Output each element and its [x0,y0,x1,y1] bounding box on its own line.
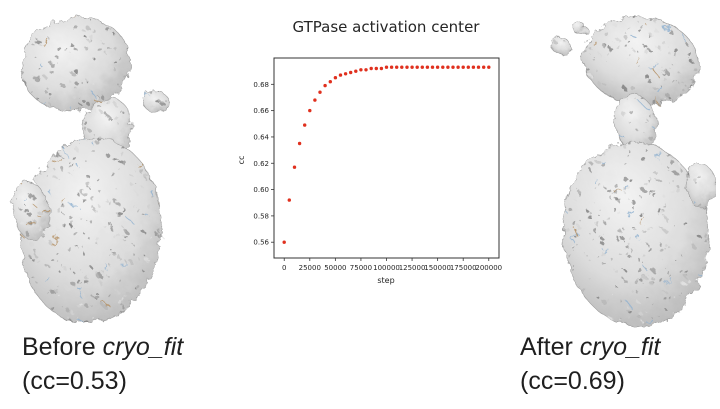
data-point [354,69,358,73]
density-map-before-image [8,7,171,331]
data-point [349,70,353,75]
x-tick-label: 200000 [475,264,502,272]
data-point [410,65,414,69]
data-point [430,65,435,69]
before-label-italic: cryo_fit [102,333,184,361]
data-point [446,65,450,69]
cc-chart: GTPase activation center 0 25000 50000 7500… [237,18,502,285]
density-map-before [5,6,177,336]
data-point [451,65,455,69]
y-tick-label: 0.64 [253,133,269,141]
data-point [487,65,491,69]
data-point [359,68,363,72]
data-point [287,198,291,202]
data-point [364,68,368,72]
after-label: After [520,333,580,361]
density-surface-before [8,7,171,331]
after-label-italic: cryo_fit [579,333,661,361]
density-map-after-image [547,9,717,333]
y-axis-label: cc [237,156,246,165]
chart-title: GTPase activation center [293,18,481,36]
data-point [318,90,322,94]
before-label: Before [22,333,103,361]
x-tick-label: 0 [282,264,286,272]
data-point [461,65,465,69]
data-point [308,108,312,113]
y-tick-label: 0.58 [253,212,269,220]
data-point [466,65,470,69]
data-point [395,65,399,69]
data-point [476,65,481,69]
plot-frame [273,57,500,259]
data-point [441,65,445,69]
data-point [292,165,297,169]
y-tick-label: 0.60 [253,186,269,194]
data-point [282,240,286,244]
data-point [415,65,419,69]
x-tick-label: 75000 [350,264,372,272]
data-point [323,83,327,88]
y-tick-label: 0.56 [253,239,269,247]
data-point [374,66,378,71]
data-point [303,123,307,127]
y-tick-label: 0.68 [253,81,269,89]
after-cc-value: (cc=0.69) [520,367,625,395]
data-point [420,65,424,69]
data-point [333,76,338,80]
data-point [389,65,394,69]
density-map-after [541,6,717,336]
after-caption: After cryo_fit (cc=0.69) [520,330,660,398]
data-point [456,65,460,69]
chart-axes: 0 25000 50000 75000 100000125000150000175000… [253,57,502,272]
data-point [471,65,476,69]
x-tick-label: 25000 [299,264,321,272]
x-axis-label: step [377,276,394,285]
y-tick-label: 0.66 [253,107,269,115]
data-point [405,65,409,69]
before-caption: Before cryo_fit (cc=0.53) [22,330,183,398]
x-tick-label: 100000 [373,264,400,272]
data-point [400,65,404,69]
data-point [425,65,430,69]
x-tick-label: 175000 [450,264,477,272]
x-tick-label: 150000 [424,264,451,272]
data-point [343,72,348,76]
data-point [435,65,440,69]
scatter-points [282,65,491,244]
y-tick-label: 0.62 [253,160,269,168]
x-tick-label: 50000 [324,264,346,272]
data-point [482,65,486,69]
data-point [297,141,302,146]
data-point [328,80,332,84]
density-surface-after [547,9,717,333]
data-point [369,66,373,71]
data-point [338,73,343,77]
data-point [313,98,317,102]
x-tick-label: 125000 [399,264,426,272]
data-point [379,66,384,71]
before-caption-line1: Before cryo_fit [22,330,183,364]
after-caption-line1: After cryo_fit [520,330,660,364]
cc-chart-panel: GTPase activation center 0 25000 50000 7500… [232,6,512,313]
before-cc-value: (cc=0.53) [22,367,127,395]
data-point [384,65,389,69]
